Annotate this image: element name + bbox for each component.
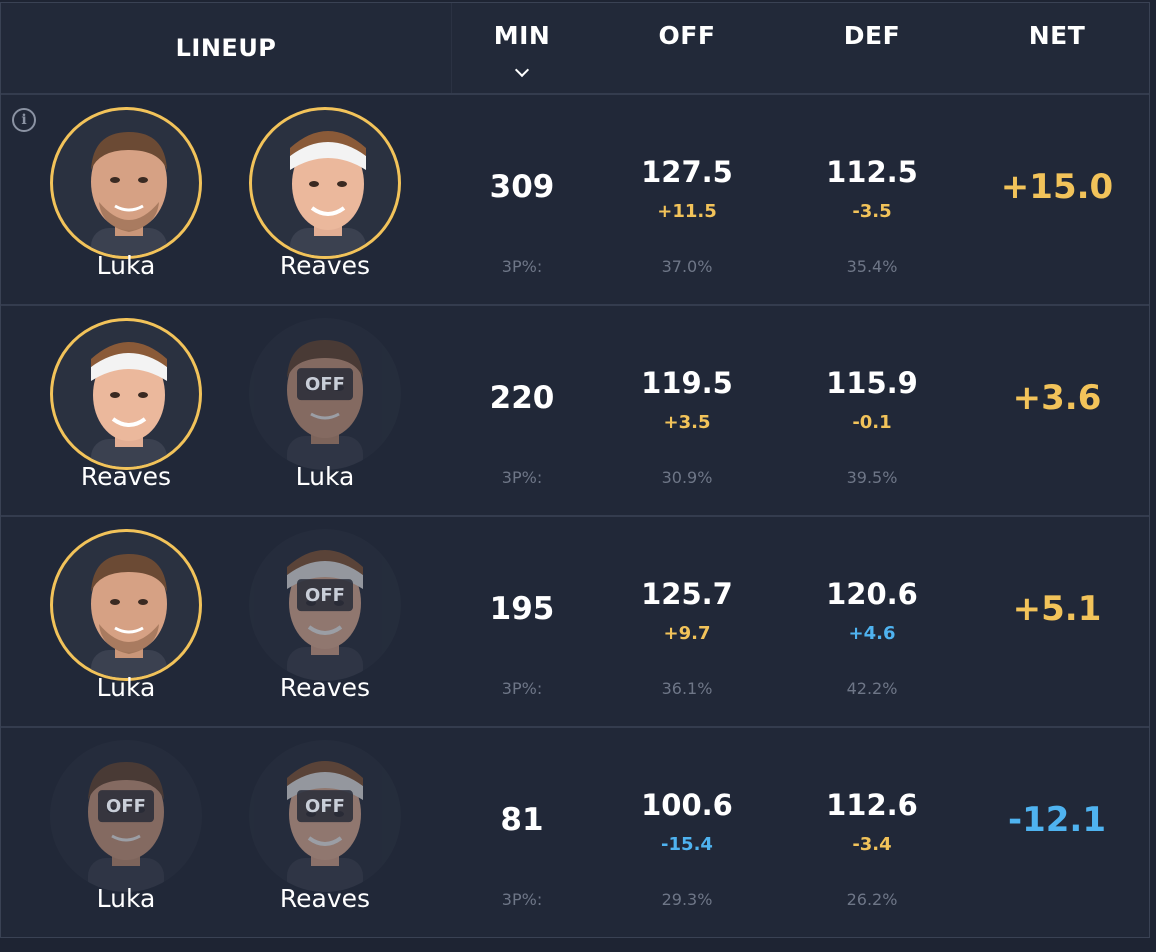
player-cell[interactable]: OFF Reaves: [245, 728, 405, 939]
face-icon: [91, 132, 167, 256]
player-name: Reaves: [279, 884, 371, 913]
off-delta: +11.5: [657, 201, 717, 222]
off-badge: OFF: [297, 368, 353, 401]
minutes-value: 195: [489, 591, 555, 627]
net-rating: +15.0: [1000, 167, 1114, 207]
net-rating: +5.1: [1012, 589, 1102, 629]
def-delta: -3.5: [852, 201, 892, 222]
off-three-pct: 36.1%: [661, 679, 713, 698]
off-badge: OFF: [297, 790, 353, 823]
table-header: LINEUP MIN OFF DEF NET: [1, 3, 1149, 95]
def-rating: 120.6: [826, 577, 918, 611]
table-row: i Luka: [1, 95, 1149, 306]
def-three-pct: 35.4%: [846, 257, 898, 276]
net-rating: +3.6: [1012, 378, 1102, 418]
three-pct-label: 3P%:: [501, 468, 543, 487]
player-cell[interactable]: Reaves: [245, 95, 405, 306]
table-row: OFF Luka OFF Reaves 81 3P%: 100.: [1, 728, 1149, 939]
off-rating: 100.6: [641, 788, 733, 822]
header-lineup[interactable]: LINEUP: [1, 3, 452, 93]
info-icon[interactable]: i: [12, 108, 36, 132]
minutes-value: 220: [489, 380, 555, 416]
player-cell[interactable]: OFF Luka: [245, 306, 405, 517]
face-icon: [91, 554, 167, 678]
table-row: Reaves OFF Luka 220 3P%: 119.5 +3.5 30.9…: [1, 306, 1149, 517]
player-name: Reaves: [80, 462, 172, 491]
player-cell[interactable]: Luka: [46, 95, 206, 306]
player-cell[interactable]: Reaves: [46, 306, 206, 517]
off-badge: OFF: [98, 790, 154, 823]
def-delta: -0.1: [852, 412, 892, 433]
header-net[interactable]: NET: [1028, 21, 1086, 50]
face-icon: [290, 131, 366, 256]
player-name: Luka: [96, 251, 156, 280]
player-name: Luka: [295, 462, 355, 491]
face-icon: [88, 762, 164, 892]
off-rating: 119.5: [641, 366, 733, 400]
def-delta: +4.6: [848, 623, 896, 644]
net-rating: -12.1: [1008, 800, 1106, 840]
off-rating: 125.7: [641, 577, 733, 611]
table-row: Luka OFF Reaves 195 3P%: 125.7 +9.: [1, 517, 1149, 728]
off-delta: +9.7: [663, 623, 711, 644]
minutes-value: 81: [500, 802, 544, 838]
face-icon: [91, 342, 167, 467]
off-three-pct: 30.9%: [661, 468, 713, 487]
header-off[interactable]: OFF: [658, 21, 716, 50]
def-three-pct: 39.5%: [846, 468, 898, 487]
def-rating: 115.9: [826, 366, 918, 400]
header-def[interactable]: DEF: [843, 21, 901, 50]
off-three-pct: 37.0%: [661, 257, 713, 276]
off-rating: 127.5: [641, 155, 733, 189]
def-three-pct: 26.2%: [846, 890, 898, 909]
player-name: Reaves: [279, 251, 371, 280]
player-cell[interactable]: OFF Reaves: [245, 517, 405, 728]
player-avatar: [249, 107, 401, 259]
lineup-table: LINEUP MIN OFF DEF NET i Luka: [0, 2, 1150, 938]
three-pct-label: 3P%:: [501, 890, 543, 909]
off-three-pct: 29.3%: [661, 890, 713, 909]
player-name: Luka: [96, 884, 156, 913]
sort-chevron-down-icon[interactable]: [514, 62, 530, 78]
def-three-pct: 42.2%: [846, 679, 898, 698]
player-avatar: [50, 318, 202, 470]
player-cell[interactable]: Luka: [46, 517, 206, 728]
off-delta: +3.5: [663, 412, 711, 433]
three-pct-label: 3P%:: [501, 257, 543, 276]
player-name: Luka: [96, 673, 156, 702]
three-pct-label: 3P%:: [501, 679, 543, 698]
def-rating: 112.6: [826, 788, 918, 822]
def-rating: 112.5: [826, 155, 918, 189]
player-avatar: [50, 529, 202, 681]
player-name: Reaves: [279, 673, 371, 702]
player-cell[interactable]: OFF Luka: [46, 728, 206, 939]
minutes-value: 309: [489, 169, 555, 205]
off-delta: -15.4: [661, 834, 713, 855]
header-min[interactable]: MIN: [493, 21, 551, 50]
off-badge: OFF: [297, 579, 353, 612]
player-avatar: [50, 107, 202, 259]
def-delta: -3.4: [852, 834, 892, 855]
